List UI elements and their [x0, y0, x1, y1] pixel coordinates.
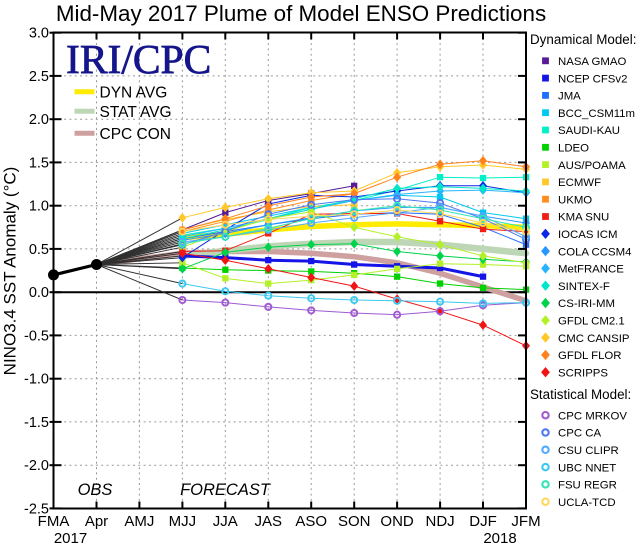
svg-text:Mid-May 2017 Plume of Model EN: Mid-May 2017 Plume of Model ENSO Predict… — [56, 1, 546, 26]
svg-text:AMJ: AMJ — [124, 513, 154, 530]
svg-text:CPC MRKOV: CPC MRKOV — [558, 410, 627, 422]
svg-text:SINTEX-F: SINTEX-F — [558, 281, 610, 293]
svg-text:JAS: JAS — [255, 513, 283, 530]
svg-text:UBC NNET: UBC NNET — [558, 462, 616, 474]
svg-text:JFM: JFM — [511, 513, 540, 530]
svg-text:CPC CA: CPC CA — [558, 428, 601, 440]
svg-text:BCC_CSM11m: BCC_CSM11m — [558, 108, 635, 120]
svg-text:JJA: JJA — [213, 513, 238, 530]
svg-text:3.0: 3.0 — [29, 26, 49, 42]
svg-text:2.5: 2.5 — [29, 69, 49, 85]
svg-text:MJJ: MJJ — [169, 513, 197, 530]
svg-text:2017: 2017 — [54, 530, 87, 546]
svg-text:0.0: 0.0 — [29, 285, 49, 301]
svg-text:CPC CON: CPC CON — [100, 126, 171, 143]
svg-text:2.0: 2.0 — [29, 112, 49, 128]
svg-text:NASA GMAO: NASA GMAO — [558, 56, 626, 68]
svg-text:LDEO: LDEO — [558, 143, 589, 155]
svg-text:Dynamical Model:: Dynamical Model: — [530, 32, 636, 47]
svg-text:Statistical Model:: Statistical Model: — [530, 387, 631, 402]
svg-text:NCEP CFSv2: NCEP CFSv2 — [558, 73, 627, 85]
svg-text:STAT AVG: STAT AVG — [100, 104, 172, 121]
svg-text:-2.5: -2.5 — [24, 502, 49, 518]
svg-text:CMC CANSIP: CMC CANSIP — [558, 333, 630, 345]
svg-text:-2.0: -2.0 — [24, 458, 49, 474]
svg-text:SCRIPPS: SCRIPPS — [558, 367, 608, 379]
svg-text:NINO3.4 SST Anomaly (°C): NINO3.4 SST Anomaly (°C) — [1, 167, 20, 376]
svg-text:COLA CCSM4: COLA CCSM4 — [558, 246, 631, 258]
svg-text:DJF: DJF — [469, 513, 497, 530]
svg-text:2018: 2018 — [483, 530, 516, 546]
svg-text:SON: SON — [338, 513, 371, 530]
svg-text:Apr: Apr — [85, 513, 108, 530]
svg-text:FSU REGR: FSU REGR — [558, 480, 617, 492]
svg-text:IOCAS ICM: IOCAS ICM — [558, 229, 618, 241]
svg-text:SAUDI-KAU: SAUDI-KAU — [558, 125, 620, 137]
svg-text:GFDL FLOR: GFDL FLOR — [558, 350, 622, 362]
svg-text:ECMWF: ECMWF — [558, 177, 601, 189]
svg-text:CS-IRI-MM: CS-IRI-MM — [558, 298, 615, 310]
svg-text:1.5: 1.5 — [29, 155, 49, 171]
svg-text:ASO: ASO — [295, 513, 327, 530]
svg-text:OND: OND — [380, 513, 414, 530]
svg-text:1.0: 1.0 — [29, 199, 49, 215]
svg-text:CSU CLIPR: CSU CLIPR — [558, 445, 619, 457]
svg-text:AUS/POAMA: AUS/POAMA — [558, 160, 626, 172]
svg-text:FMA: FMA — [38, 513, 70, 530]
svg-text:JMA: JMA — [558, 91, 581, 103]
svg-text:UCLA-TCD: UCLA-TCD — [558, 497, 616, 509]
svg-text:-0.5: -0.5 — [24, 328, 49, 344]
svg-text:NDJ: NDJ — [426, 513, 455, 530]
svg-text:UKMO: UKMO — [558, 194, 592, 206]
svg-text:MetFRANCE: MetFRANCE — [558, 264, 624, 276]
svg-text:IRI/CPC: IRI/CPC — [66, 36, 211, 82]
svg-text:FORECAST: FORECAST — [180, 481, 272, 499]
svg-text:0.5: 0.5 — [29, 242, 49, 258]
svg-text:DYN AVG: DYN AVG — [100, 84, 168, 101]
svg-text:-1.0: -1.0 — [24, 372, 49, 388]
svg-text:OBS: OBS — [78, 481, 113, 499]
svg-text:-1.5: -1.5 — [24, 415, 49, 431]
svg-text:GFDL CM2.1: GFDL CM2.1 — [558, 316, 625, 328]
svg-text:KMA SNU: KMA SNU — [558, 212, 609, 224]
